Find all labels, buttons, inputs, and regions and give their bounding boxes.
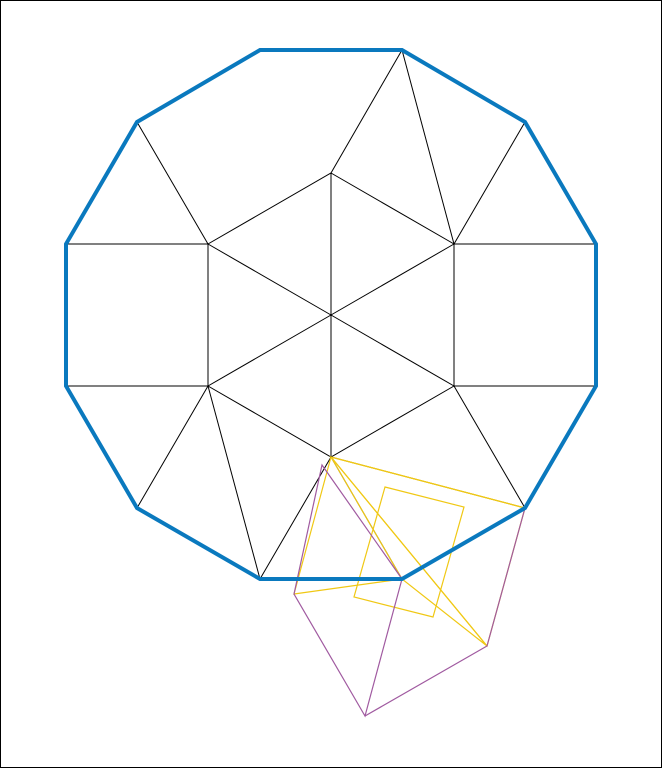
- yellow-square-medium: [353, 486, 465, 618]
- connector-lower-left-triangle: [136, 385, 209, 509]
- spoke-upper-left: [207, 243, 332, 316]
- connector-upper-right-square: [401, 49, 455, 245]
- purple-square: [293, 463, 403, 718]
- connector-upper-left-triangle: [136, 121, 209, 245]
- yellow-triangle-right: [329, 455, 526, 648]
- yellow-square-small: [330, 456, 488, 647]
- inner-dissection-lines: [66, 49, 596, 580]
- purple-square-edge: [364, 507, 526, 717]
- overlapping-squares: [293, 455, 527, 718]
- connector-lower-right-triangle: [453, 385, 526, 509]
- connector-lower-left-square: [207, 385, 261, 580]
- dodecagon-outline-layer: [64, 48, 598, 581]
- spoke-lower-right: [330, 314, 455, 387]
- spoke-lower-left: [207, 314, 332, 387]
- connector-upper-right-triangle: [453, 121, 526, 245]
- connector-top-square: [330, 49, 403, 174]
- spoke-upper-right: [330, 243, 455, 316]
- dodecagon-outline: [64, 48, 598, 581]
